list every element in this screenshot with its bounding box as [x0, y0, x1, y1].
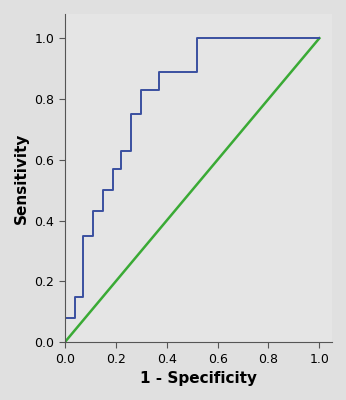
X-axis label: 1 - Specificity: 1 - Specificity [140, 371, 257, 386]
Y-axis label: Sensitivity: Sensitivity [14, 132, 29, 224]
